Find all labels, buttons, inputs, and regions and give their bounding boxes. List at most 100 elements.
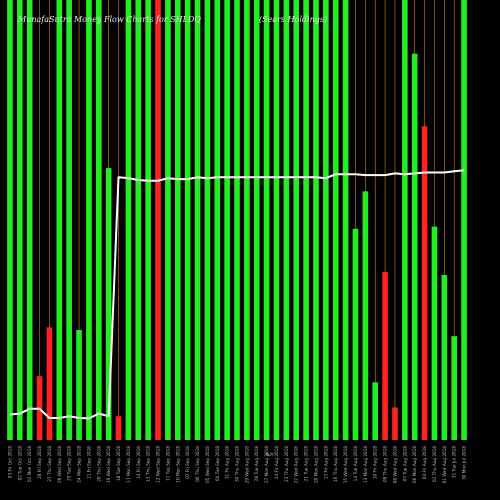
- x-tick-label: 13 Thu Sep 2018: [146, 446, 151, 482]
- x-tick-label: 14 Tue Aug 2018: [353, 446, 358, 482]
- bar-green: [342, 0, 349, 440]
- bar-green: [441, 275, 448, 440]
- bar-green: [7, 0, 13, 440]
- bar-red: [155, 0, 161, 440]
- chart-title-left: MunafaSutra Money Flow Charts for SHLDQ: [17, 15, 201, 24]
- bar-green: [372, 382, 379, 440]
- bar-red: [392, 407, 398, 440]
- bar-green: [224, 0, 230, 440]
- x-tick-label: 13 Mon Aug 2018: [363, 446, 368, 483]
- x-tick-label: 07 Fri Sep 2018: [185, 446, 190, 479]
- bar-green: [273, 0, 280, 440]
- x-tick-label: 20 Thu Sep 2018: [96, 446, 101, 482]
- bar-green: [145, 0, 151, 440]
- x-tick-label: 06 Mon Aug 2018: [412, 446, 417, 483]
- x-tick-label: 29 Wed Aug 2018: [244, 446, 249, 484]
- bar-green: [56, 0, 63, 440]
- bar-green: [204, 0, 211, 440]
- x-tick-label: 30 Mon Jul 2018: [462, 446, 467, 480]
- bar-red: [421, 126, 428, 440]
- x-tick-label: 18 Tue Sep 2018: [116, 446, 121, 481]
- x-tick-label: 21 Fri Sep 2018: [86, 446, 91, 479]
- x-tick-label: 03 Fri Aug 2018: [422, 446, 427, 479]
- bar-green: [323, 0, 329, 440]
- bar-green: [362, 191, 369, 440]
- bar-green: [194, 0, 201, 440]
- x-tick-label: 07 Tue Aug 2018: [402, 446, 407, 482]
- chart-title-right: (Sears Holdings): [259, 15, 327, 24]
- bar-green: [125, 0, 132, 440]
- bar-red: [382, 271, 388, 440]
- bar-green: [17, 0, 23, 440]
- bar-green: [402, 0, 408, 440]
- x-tick-label: 16 Thu Aug 2018: [333, 446, 338, 482]
- x-tick-label: 08 Wed Aug 2018: [392, 446, 397, 484]
- bar-green: [234, 0, 240, 440]
- x-tick-label: 28 Fri Sep 2018: [37, 446, 42, 479]
- x-tick-label: 31 Tue Jul 2018: [452, 446, 457, 479]
- bar-green: [76, 330, 82, 440]
- x-tick-label: 02 Tue Oct 2018: [17, 446, 22, 481]
- x-tick-label: 19 Wed Sep 2018: [106, 446, 111, 483]
- x-tick-label: 01 Mon Oct 2018: [27, 446, 32, 482]
- x-tick-label: 27 Mon Aug 2018: [264, 446, 269, 483]
- bar-green: [26, 0, 33, 440]
- x-tick-label: 01 Wed Aug 2018: [442, 446, 447, 484]
- bar-green: [135, 0, 142, 440]
- bar-green: [244, 0, 250, 440]
- x-tick-label: 02 Thu Aug 2018: [432, 446, 437, 482]
- x-tick-label: 10 Fri Aug 2018: [373, 446, 378, 479]
- bar-green: [293, 0, 300, 440]
- x-tick-label: 04 Tue Sep 2018: [215, 446, 220, 481]
- x-tick-label: 24 Fri Aug 2018: [274, 446, 279, 479]
- x-tick-label: 22 Wed Aug 2018: [294, 446, 299, 484]
- flow-line: [9, 169, 465, 420]
- x-tick-label: 26 Wed Sep 2018: [57, 446, 62, 483]
- x-tick-label: 31 Fri Aug 2018: [225, 446, 230, 479]
- bar-green: [461, 0, 467, 440]
- x-tick-label: 27 Thu Sep 2018: [47, 446, 52, 482]
- x-tick-label: 24 Mon Sep 2018: [77, 446, 82, 483]
- x-tick-label: 11 Tue Sep 2018: [165, 446, 170, 481]
- x-tick-labels: 03 Fri Oct 2018 02 Tue Oct 2018 01 Mon Oct…: [7, 446, 466, 484]
- bars: [7, 0, 467, 441]
- x-tick-label: 30 Thu Aug 2018: [235, 446, 240, 482]
- x-tick-label: 25 Tue Sep 2018: [67, 446, 72, 481]
- x-tick-label: 05 Wed Sep 2018: [205, 446, 210, 483]
- bar-green: [332, 0, 339, 440]
- bar-red: [115, 416, 122, 440]
- bar-green: [313, 0, 319, 440]
- x-tick-label: 12 Wed Sep 2018: [156, 446, 161, 483]
- bar-green: [165, 0, 171, 440]
- bar-green: [174, 0, 181, 440]
- bar-green: [66, 0, 72, 440]
- x-tick-label: 21 Tue Aug 2018: [304, 446, 309, 482]
- x-tick-label: 03 Fri Oct 2018: [7, 446, 12, 479]
- bar-green: [411, 53, 418, 441]
- bar-green: [86, 0, 92, 440]
- x-tick-label: 23 Thu Aug 2018: [284, 446, 289, 482]
- x-tick-label: 10 Mon Sep 2018: [175, 446, 180, 483]
- x-tick-label: 15 Wed Aug 2018: [343, 446, 348, 484]
- x-tick-label: 09 Thu Aug 2018: [383, 446, 388, 482]
- bar-green: [352, 228, 359, 440]
- bar-green: [184, 0, 191, 440]
- bar-green: [431, 226, 438, 440]
- bar-green: [253, 0, 260, 440]
- x-tick-label: 17 Fri Aug 2018: [323, 446, 328, 479]
- x-tick-label: 14 Fri Sep 2018: [136, 446, 141, 479]
- bar-green: [303, 0, 309, 440]
- x-tick-label: 28 Tue Aug 2018: [254, 446, 259, 482]
- flow-line-group: [9, 169, 465, 420]
- bar-red: [46, 327, 53, 440]
- center-label: N/A: [266, 452, 274, 457]
- x-tick-label: 20 Mon Aug 2018: [313, 446, 318, 483]
- bar-green: [263, 0, 270, 440]
- bar-green: [283, 0, 290, 440]
- bar-green: [214, 0, 221, 440]
- bar-green: [105, 168, 112, 440]
- bar-green: [95, 0, 102, 440]
- x-tick-label: 06 Thu Sep 2018: [195, 446, 200, 482]
- x-tick-label: 17 Mon Sep 2018: [126, 446, 131, 483]
